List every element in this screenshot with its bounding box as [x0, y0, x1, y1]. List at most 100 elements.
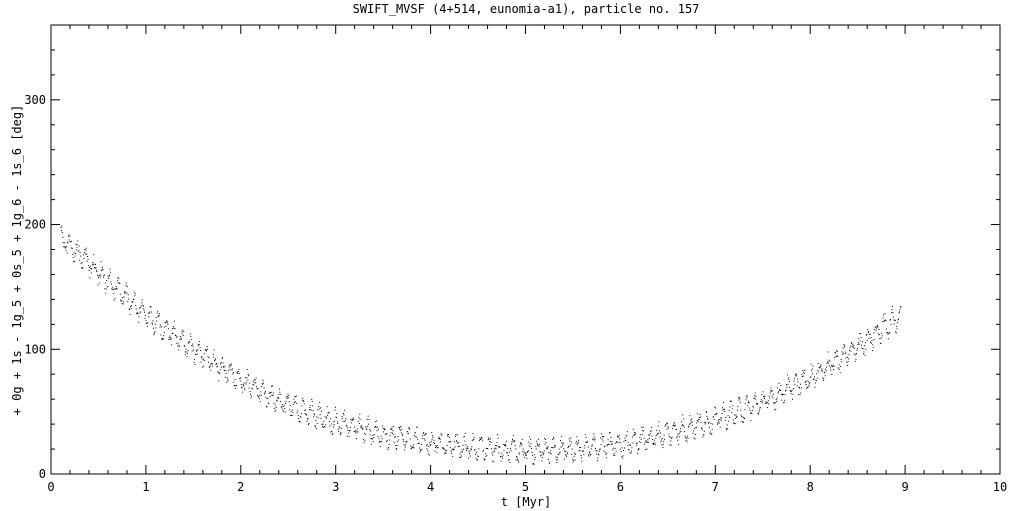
data-point — [662, 447, 664, 449]
data-point — [809, 382, 811, 384]
data-point — [443, 448, 445, 450]
data-point — [886, 331, 888, 333]
data-point — [143, 305, 145, 307]
data-point — [606, 452, 608, 454]
data-point — [566, 451, 568, 453]
data-point — [386, 433, 388, 435]
data-point — [897, 322, 899, 324]
data-point — [785, 390, 786, 392]
data-point — [859, 333, 861, 335]
data-point — [852, 347, 854, 349]
data-point — [813, 378, 815, 380]
data-point — [128, 308, 130, 310]
data-point — [544, 437, 546, 439]
data-point — [391, 428, 392, 430]
data-point — [207, 348, 209, 350]
data-point — [292, 412, 294, 414]
data-point — [483, 458, 485, 459]
data-point — [608, 443, 610, 445]
data-point — [374, 426, 376, 428]
data-point — [330, 423, 332, 425]
data-point — [771, 395, 773, 397]
data-point — [516, 457, 518, 459]
data-point — [873, 339, 875, 340]
data-point — [463, 435, 465, 437]
data-point — [505, 445, 507, 447]
data-point — [126, 286, 128, 288]
data-point — [253, 384, 255, 386]
data-point — [95, 267, 97, 269]
data-point — [709, 431, 711, 433]
data-point — [201, 357, 202, 359]
data-point — [420, 449, 421, 451]
data-point — [684, 435, 686, 437]
data-point — [170, 338, 172, 340]
data-point — [427, 444, 428, 446]
data-point — [700, 416, 702, 418]
data-point — [297, 414, 299, 416]
data-point — [404, 449, 406, 451]
data-point — [755, 395, 757, 397]
data-point — [154, 331, 156, 333]
data-point — [793, 380, 795, 382]
data-point — [697, 413, 699, 415]
data-point — [199, 341, 201, 342]
data-point — [694, 434, 696, 435]
data-point — [102, 269, 104, 271]
data-point — [619, 438, 621, 440]
data-point — [507, 455, 509, 457]
data-point — [737, 397, 739, 399]
data-point — [401, 428, 403, 430]
data-point — [632, 442, 634, 444]
data-point — [370, 438, 372, 440]
data-point — [492, 451, 494, 453]
data-point — [545, 439, 547, 440]
data-point — [639, 437, 641, 439]
data-point — [113, 293, 115, 295]
data-point — [748, 400, 750, 402]
data-point — [135, 308, 137, 310]
data-point — [741, 416, 743, 417]
data-point — [591, 445, 593, 447]
data-point — [426, 448, 428, 450]
data-point — [665, 424, 667, 426]
data-point — [897, 319, 899, 321]
data-point — [460, 457, 462, 459]
data-point — [307, 418, 309, 419]
data-point — [547, 459, 549, 460]
data-point — [719, 426, 721, 428]
data-point — [166, 322, 168, 324]
data-point — [494, 447, 496, 449]
data-point — [511, 443, 512, 445]
data-point — [542, 454, 544, 456]
data-point — [866, 339, 868, 341]
data-point — [76, 243, 78, 245]
data-point — [576, 444, 578, 446]
data-point — [721, 412, 723, 414]
data-point — [413, 444, 414, 446]
data-point — [838, 369, 840, 371]
data-point — [636, 442, 638, 444]
data-point — [65, 246, 67, 248]
data-point — [489, 441, 491, 442]
data-point — [89, 267, 90, 268]
data-point — [534, 456, 536, 458]
data-point — [374, 421, 376, 423]
data-point — [849, 349, 850, 351]
data-point — [652, 443, 654, 444]
data-point — [376, 430, 378, 432]
data-point — [101, 269, 103, 271]
data-point — [863, 345, 865, 346]
data-point — [610, 437, 612, 438]
data-point — [884, 320, 885, 322]
data-point — [214, 360, 216, 362]
data-point — [119, 282, 121, 284]
data-point — [793, 388, 794, 390]
data-point — [532, 462, 534, 464]
data-point — [535, 448, 537, 450]
data-point — [826, 366, 828, 368]
data-point — [890, 323, 892, 325]
data-point — [754, 395, 756, 397]
data-point — [701, 427, 702, 429]
data-point — [155, 327, 157, 329]
